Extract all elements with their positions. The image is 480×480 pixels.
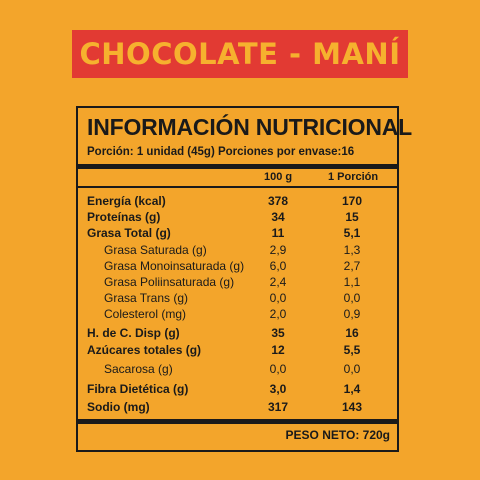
value-portion: 0,0	[343, 291, 361, 305]
rule-divider	[78, 186, 397, 188]
nutrient-label: Grasa Saturada (g)	[104, 243, 207, 257]
value-100g: 378	[267, 194, 289, 208]
product-title: CHOCOLATE - MANÍ	[79, 37, 401, 71]
value-100g: 0,0	[269, 291, 287, 305]
value-100g: 11	[271, 226, 285, 240]
nutrient-label: Grasa Poliinsaturada (g)	[104, 275, 235, 289]
value-portion: 1,4	[343, 382, 361, 396]
value-100g: 0,0	[269, 362, 287, 376]
nutrient-row-grasa-poliinsaturada: Grasa Poliinsaturada (g) 2,4 1,1	[78, 275, 397, 291]
value-100g: 3,0	[269, 382, 287, 396]
nutrient-row-grasa-monoinsaturada: Grasa Monoinsaturada (g) 6,0 2,7	[78, 259, 397, 275]
value-portion: 1,3	[343, 243, 361, 257]
nutrient-label: H. de C. Disp (g)	[87, 326, 180, 340]
value-portion: 15	[345, 210, 359, 224]
nutrient-row-grasa-trans: Grasa Trans (g) 0,0 0,0	[78, 291, 397, 307]
nutrient-label: Sacarosa (g)	[104, 362, 173, 376]
value-portion: 5,1	[343, 226, 361, 240]
value-portion: 0,9	[343, 307, 361, 321]
nutrient-label: Grasa Trans (g)	[104, 291, 189, 305]
value-100g: 12	[271, 343, 285, 357]
product-title-banner: CHOCOLATE - MANÍ	[72, 30, 408, 78]
value-100g: 2,9	[269, 243, 287, 257]
nutrient-row-hidratos: H. de C. Disp (g) 35 16	[78, 326, 397, 342]
value-100g: 6,0	[269, 259, 287, 273]
value-portion: 143	[341, 400, 363, 414]
value-portion: 170	[341, 194, 363, 208]
value-100g: 317	[267, 400, 289, 414]
serving-info: Porción: 1 unidad (45g) Porciones por en…	[87, 146, 355, 158]
nutrient-row-azucares: Azúcares totales (g) 12 5,5	[78, 343, 397, 359]
nutrient-row-proteinas: Proteínas (g) 34 15	[78, 210, 397, 226]
net-weight: PESO NETO: 720g	[285, 428, 390, 442]
nutrition-facts-panel: INFORMACIÓN NUTRICIONAL Porción: 1 unida…	[76, 106, 412, 452]
nutrient-label: Energía (kcal)	[87, 194, 166, 208]
value-portion: 5,5	[343, 343, 361, 357]
nutrient-row-energia: Energía (kcal) 378 170	[78, 194, 397, 210]
value-100g: 34	[271, 210, 285, 224]
nutrient-label: Azúcares totales (g)	[87, 343, 202, 357]
nutrient-row-fibra: Fibra Dietética (g) 3,0 1,4	[78, 382, 397, 398]
value-portion: 1,1	[343, 275, 361, 289]
value-100g: 2,0	[269, 307, 287, 321]
nutrition-title: INFORMACIÓN NUTRICIONAL	[87, 114, 413, 140]
nutrient-row-colesterol: Colesterol (mg) 2,0 0,9	[78, 307, 397, 323]
rule-divider	[78, 419, 397, 424]
nutrient-label: Fibra Dietética (g)	[87, 382, 189, 396]
value-portion: 2,7	[343, 259, 361, 273]
rule-divider	[78, 164, 397, 169]
nutrient-row-grasa-saturada: Grasa Saturada (g) 2,9 1,3	[78, 243, 397, 259]
column-header-portion: 1 Porción	[328, 171, 379, 183]
value-100g: 35	[271, 326, 285, 340]
value-portion: 16	[345, 326, 359, 340]
nutrient-row-sacarosa: Sacarosa (g) 0,0 0,0	[78, 362, 397, 378]
nutrient-row-sodio: Sodio (mg) 317 143	[78, 400, 397, 416]
nutrient-label: Grasa Monoinsaturada (g)	[104, 259, 245, 273]
value-portion: 0,0	[343, 362, 361, 376]
nutrient-label: Proteínas (g)	[87, 210, 161, 224]
column-header-100g: 100 g	[264, 171, 293, 183]
nutrient-row-grasa-total: Grasa Total (g) 11 5,1	[78, 226, 397, 242]
nutrient-label: Colesterol (mg)	[104, 307, 187, 321]
nutrient-label: Grasa Total (g)	[87, 226, 171, 240]
value-100g: 2,4	[269, 275, 287, 289]
nutrient-label: Sodio (mg)	[87, 400, 150, 414]
